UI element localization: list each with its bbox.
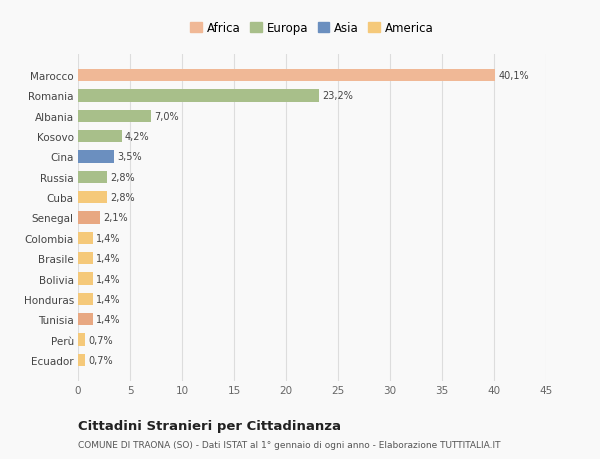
Bar — [78, 111, 151, 123]
Text: 3,5%: 3,5% — [118, 152, 142, 162]
Text: 0,7%: 0,7% — [88, 335, 113, 345]
Legend: Africa, Europa, Asia, America: Africa, Europa, Asia, America — [187, 19, 437, 39]
Text: 23,2%: 23,2% — [322, 91, 353, 101]
Text: 2,1%: 2,1% — [103, 213, 128, 223]
Text: 1,4%: 1,4% — [95, 294, 120, 304]
Bar — [78, 334, 85, 346]
Text: 1,4%: 1,4% — [95, 274, 120, 284]
Text: 2,8%: 2,8% — [110, 193, 135, 203]
Bar — [78, 171, 107, 184]
Bar — [78, 192, 107, 204]
Text: 1,4%: 1,4% — [95, 254, 120, 263]
Bar — [78, 70, 495, 82]
Text: COMUNE DI TRAONA (SO) - Dati ISTAT al 1° gennaio di ogni anno - Elaborazione TUT: COMUNE DI TRAONA (SO) - Dati ISTAT al 1°… — [78, 441, 500, 449]
Bar — [78, 313, 92, 325]
Bar — [78, 273, 92, 285]
Bar — [78, 232, 92, 244]
Text: 2,8%: 2,8% — [110, 173, 135, 182]
Text: 7,0%: 7,0% — [154, 112, 179, 122]
Bar — [78, 90, 319, 102]
Bar — [78, 131, 122, 143]
Text: Cittadini Stranieri per Cittadinanza: Cittadini Stranieri per Cittadinanza — [78, 419, 341, 432]
Text: 1,4%: 1,4% — [95, 233, 120, 243]
Text: 0,7%: 0,7% — [88, 355, 113, 365]
Bar — [78, 252, 92, 265]
Text: 40,1%: 40,1% — [498, 71, 529, 81]
Bar — [78, 151, 115, 163]
Bar — [78, 293, 92, 305]
Text: 4,2%: 4,2% — [125, 132, 149, 142]
Text: 1,4%: 1,4% — [95, 314, 120, 325]
Bar — [78, 212, 100, 224]
Bar — [78, 354, 85, 366]
